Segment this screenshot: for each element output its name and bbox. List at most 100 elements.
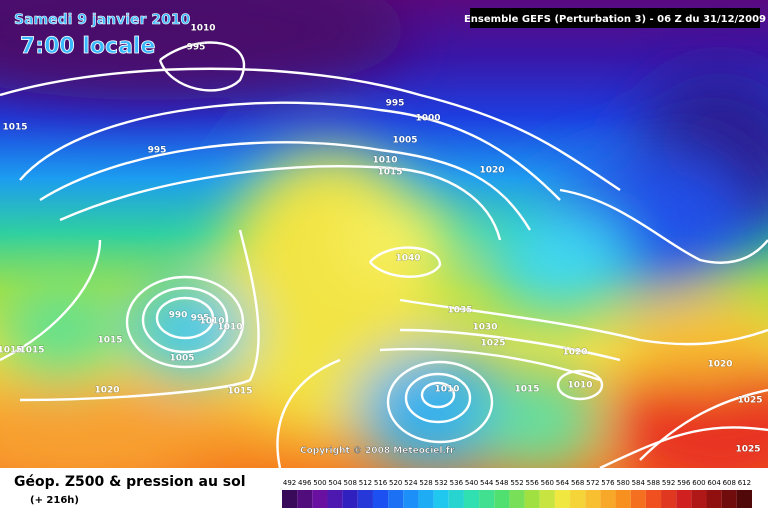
isobar-label: 1025 — [480, 339, 505, 349]
scale-label: 604 — [707, 479, 721, 487]
scale-swatch — [706, 490, 722, 508]
scale-label: 496 — [298, 479, 312, 487]
isobar-label: 1005 — [392, 136, 417, 146]
scale-swatch — [494, 490, 510, 508]
scale-label: 508 — [344, 479, 357, 487]
scale-label: 552 — [510, 479, 523, 487]
scale-label: 612 — [738, 479, 751, 487]
isobar-label: 995 — [191, 314, 210, 324]
scale-label: 572 — [586, 479, 599, 487]
scale-swatch — [448, 490, 464, 508]
isobar-label: 1010 — [199, 317, 224, 327]
scale-label: 540 — [465, 479, 478, 487]
isobar-label: 1025 — [735, 445, 760, 455]
scale-swatch — [524, 490, 540, 508]
scale-swatch — [433, 490, 449, 508]
legend-title: Géop. Z500 & pression au sol — [14, 474, 246, 490]
scale-swatch — [403, 490, 419, 508]
scale-swatch — [312, 490, 328, 508]
scale-label: 564 — [556, 479, 570, 487]
scale-label: 576 — [601, 479, 615, 487]
scale-swatch — [554, 490, 571, 508]
scale-swatch — [327, 490, 343, 508]
scale-swatch — [509, 490, 525, 508]
scale-label: 600 — [692, 479, 705, 487]
isobar-label: 1015 — [19, 346, 44, 356]
isobar-label: 1015 — [0, 346, 23, 356]
isobar-label: 1035 — [447, 306, 472, 316]
isobar-label: 1020 — [479, 166, 504, 176]
scale-swatch — [539, 490, 555, 508]
scale-swatch — [297, 490, 313, 508]
scale-swatch — [676, 490, 692, 508]
isobar-label: 1015 — [97, 336, 122, 346]
scale-swatch — [645, 490, 662, 508]
isobar-label: 1015 — [377, 168, 402, 178]
scale-label: 524 — [404, 479, 418, 487]
scale-swatch — [600, 490, 616, 508]
isobar-label: 1020 — [94, 386, 119, 396]
scale-swatch — [661, 490, 677, 508]
scale-label: 592 — [662, 479, 675, 487]
isobar-label: 1015 — [227, 387, 252, 397]
scale-label: 556 — [525, 479, 539, 487]
isobar-label: 1030 — [472, 323, 497, 333]
isobar-label: 1010 — [190, 24, 215, 34]
scale-swatch — [463, 490, 480, 508]
scale-swatch — [691, 490, 707, 508]
forecast-time: 7:00 locale — [20, 34, 155, 59]
scale-label: 548 — [495, 479, 508, 487]
isobar-label: 995 — [386, 99, 405, 109]
scale-label: 580 — [616, 479, 629, 487]
isobar-label: 1040 — [395, 254, 420, 264]
scale-label: 520 — [389, 479, 402, 487]
scale-swatch — [570, 490, 586, 508]
isobar-label: 1025 — [737, 396, 762, 406]
isobar-label: 1015 — [2, 123, 27, 133]
scale-label: 492 — [283, 479, 296, 487]
isobar-label: 1015 — [514, 385, 539, 395]
isobar-label: 1020 — [562, 348, 587, 358]
scale-swatch — [479, 490, 495, 508]
scale-label: 532 — [435, 479, 448, 487]
forecast-date: Samedi 9 janvier 2010 — [14, 12, 191, 28]
isobar-label: 995 — [148, 146, 167, 156]
model-run: Ensemble GEFS (Perturbation 3) - 06 Z du… — [464, 14, 766, 25]
color-scale: 492 496 500 504 508 512 516 520 524 528 532 536 540 5… — [282, 479, 752, 508]
scale-swatch — [585, 490, 601, 508]
scale-label: 516 — [374, 479, 388, 487]
scale-swatch — [418, 490, 434, 508]
scale-label: 528 — [419, 479, 432, 487]
isobar-label: 1000 — [415, 114, 440, 124]
scale-label: 512 — [359, 479, 372, 487]
isobar-label: 995 — [187, 43, 206, 53]
copyright: Copyright © 2008 Meteociel.fr — [300, 446, 455, 456]
scale-label: 568 — [571, 479, 584, 487]
scale-label: 560 — [541, 479, 554, 487]
isobar-label: 1010 — [372, 156, 397, 166]
isobar-label: 1010 — [567, 381, 592, 391]
scale-swatch — [736, 490, 752, 508]
scale-swatch — [615, 490, 631, 508]
scale-label: 504 — [328, 479, 342, 487]
scale-label: 588 — [647, 479, 660, 487]
scale-swatch — [630, 490, 646, 508]
lead-time: (+ 216h) — [30, 495, 79, 506]
scale-label: 584 — [632, 479, 646, 487]
scale-label: 608 — [723, 479, 736, 487]
scale-swatch — [342, 490, 358, 508]
scale-label: 596 — [677, 479, 691, 487]
scale-label: 500 — [313, 479, 326, 487]
isobar-label: 1005 — [169, 354, 194, 364]
scale-swatch — [721, 490, 737, 508]
model-box — [470, 8, 760, 28]
isobar-label: 990 — [169, 311, 188, 321]
scale-swatch — [282, 490, 298, 508]
isobar-label: 1010 — [217, 323, 242, 333]
isobar-label: 1010 — [434, 385, 459, 395]
isobar-label: 1020 — [707, 360, 732, 370]
scale-label: 544 — [480, 479, 494, 487]
